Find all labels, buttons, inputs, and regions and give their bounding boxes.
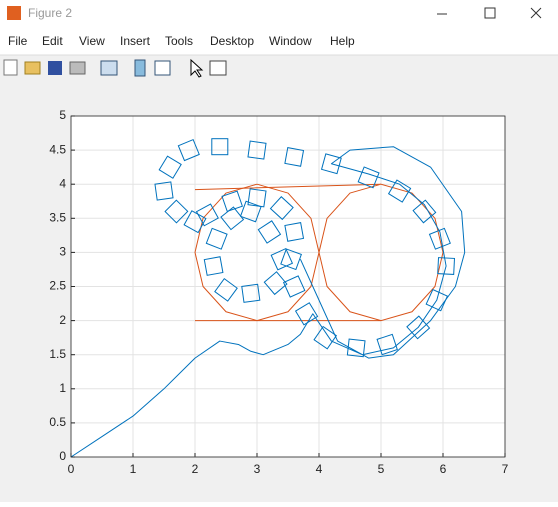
y-tick-label: 1.5 [49,347,66,361]
window-title: Figure 2 [28,6,72,20]
y-tick-label: 4.5 [49,142,66,156]
footprint-square [284,222,305,242]
new-icon[interactable] [3,59,18,76]
footprint-square [294,302,319,326]
menu-item[interactable]: Help [330,34,355,48]
x-tick-label: 7 [502,462,509,476]
x-tick-label: 5 [378,462,385,476]
footprint-square [214,278,238,302]
x-tick-label: 0 [68,462,75,476]
y-tick-label: 0 [59,449,66,463]
menu-bar [0,29,558,55]
x-tick-label: 2 [192,462,199,476]
menu-item[interactable]: Tools [165,34,193,48]
y-tick-label: 3.5 [49,210,66,224]
footprint-square [437,257,456,275]
footprint-square [313,325,338,350]
title-bar [0,0,558,29]
close-button[interactable] [530,7,542,19]
trajectory-line [194,183,320,322]
footprint-square [164,199,189,224]
footprint-square [241,283,261,303]
footprint-square [221,190,244,213]
footprint-square [177,139,200,162]
footprint-square [183,210,207,234]
menu-item[interactable]: Insert [120,34,151,48]
y-tick-label: 2.5 [49,279,66,293]
footprint-square [357,166,380,189]
legend-icon[interactable] [154,60,171,76]
maximize-button[interactable] [484,7,496,19]
x-tick-label: 1 [130,462,137,476]
footprint-square [154,181,174,201]
trajectory-line [70,146,466,458]
footprint-square [211,138,229,156]
footprint-square [203,256,224,276]
footprint-square [376,333,398,356]
menu-item[interactable]: File [8,34,28,48]
pointer-icon[interactable] [190,58,204,78]
footprint-square [158,155,182,179]
app-icon [7,6,21,20]
footprint-square [257,220,282,244]
property-icon[interactable] [209,60,227,76]
toolbar [3,58,227,78]
menu-item[interactable]: Desktop [210,34,254,48]
colorbar-icon[interactable] [134,59,146,77]
open-icon[interactable] [24,61,41,75]
y-tick-label: 3 [59,245,66,259]
footprint-square [270,247,294,271]
footprint-square [195,203,219,227]
y-tick-label: 2 [59,313,66,327]
print-icon[interactable] [69,61,86,75]
menu-item[interactable]: Window [269,34,312,48]
footprint-square [387,179,412,203]
y-tick-label: 4 [59,176,66,190]
menu-item[interactable]: View [79,34,105,48]
footprint-square [239,200,262,223]
x-tick-label: 4 [316,462,323,476]
footprint-square [425,288,449,312]
axes-box [70,115,506,458]
footprint-square [263,271,288,296]
menu-item[interactable]: Edit [42,34,63,48]
footprint-square [205,227,228,250]
footprint-square [282,275,306,298]
footprint-square [412,199,437,224]
y-tick-label: 1 [59,381,66,395]
save-icon[interactable] [48,61,62,75]
link-icon[interactable] [100,60,118,76]
y-tick-label: 5 [59,108,66,122]
footprint-square [220,206,245,231]
footprint-square [280,248,302,271]
footprint-square [247,140,267,160]
footprint-square [247,188,267,208]
y-tick-label: 0.5 [49,415,66,429]
x-tick-label: 6 [440,462,447,476]
footprint-square [284,147,305,167]
x-tick-label: 3 [254,462,261,476]
footprint-square [269,196,294,221]
